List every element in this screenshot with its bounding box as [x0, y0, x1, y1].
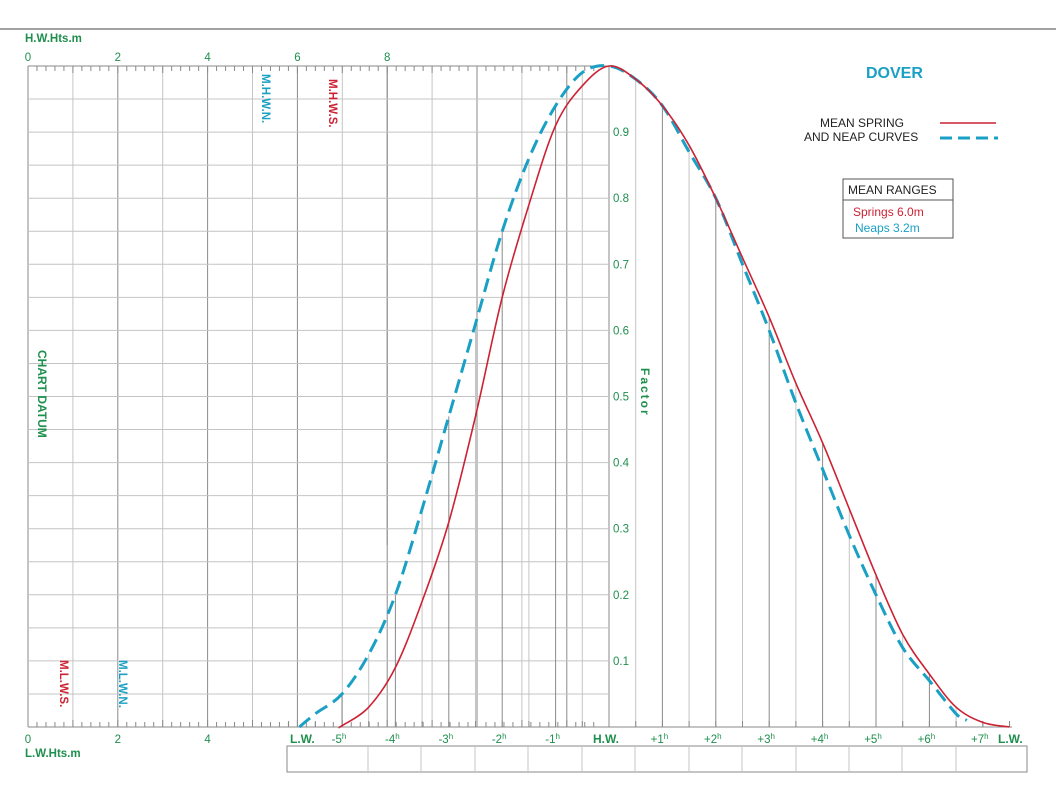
minor-ticks — [27, 66, 595, 727]
time-tick-sup: h — [342, 732, 346, 741]
factor-tick-label: 0.1 — [613, 656, 629, 668]
factor-tick-label: 0.2 — [613, 590, 629, 602]
factor-tick-label: 0.3 — [613, 524, 629, 536]
factor-tick-label: 0.5 — [613, 392, 629, 404]
bottom-axis-tick-label: 2 — [115, 734, 121, 746]
mlws-label: M.L.W.S. — [57, 660, 69, 707]
time-tick-label: +2h — [704, 732, 722, 746]
time-tick-label: -1h — [545, 732, 560, 746]
time-tick-sup: h — [717, 732, 721, 741]
factor-tick-label: 0.7 — [613, 259, 629, 271]
bottom-axis-tick-labels: 0 2 4 — [25, 734, 212, 746]
mean-ranges-heading: MEAN RANGES — [848, 183, 937, 197]
factor-tick-label: 0.4 — [613, 458, 630, 470]
time-tick-sup: h — [771, 732, 775, 741]
time-entry-boxes — [286, 745, 1028, 773]
time-tick-label: +4h — [811, 732, 829, 746]
time-box-frame — [286, 745, 1028, 773]
mhwn-label: M.H.W.N. — [259, 74, 271, 123]
grid-horizontal-lines — [28, 98, 609, 695]
time-axis-tick-labels: -5h -4h -3h -2h -1h +1h +2h +3h +4h +5h +6h +7h — [332, 732, 989, 746]
legend-line-2: AND NEAP CURVES — [804, 130, 918, 144]
hour-drop-lines — [288, 72, 1010, 727]
time-tick-label: +1h — [651, 732, 669, 746]
time-tick-sup: h — [984, 732, 988, 741]
time-tick-sup: h — [395, 732, 399, 741]
top-axis-tick-labels: 0 2 4 6 8 — [25, 52, 391, 64]
mhws-label: M.H.W.S. — [326, 79, 338, 128]
top-axis-tick-label: 4 — [204, 52, 211, 64]
time-tick-label: +6h — [918, 732, 936, 746]
chart-datum-label: CHART DATUM — [35, 350, 49, 438]
spring-curve — [338, 65, 1010, 729]
top-axis-tick-label: 2 — [115, 52, 121, 64]
hw-heights-axis-label: H.W.Hts.m — [25, 33, 82, 45]
top-axis-tick-label: 6 — [294, 52, 300, 64]
bottom-axis-tick-label: 4 — [204, 734, 211, 746]
time-tick-sup: h — [931, 732, 935, 741]
time-tick-label: +7h — [971, 732, 989, 746]
time-tick-label: -5h — [332, 732, 347, 746]
time-tick-label: +3h — [757, 732, 775, 746]
factor-tick-label: 0.9 — [613, 127, 629, 139]
time-tick-sup: h — [877, 732, 881, 741]
time-tick-sup: h — [824, 732, 828, 741]
factor-tick-label: 0.6 — [613, 325, 629, 337]
factor-tick-labels: 0.1 0.2 0.3 0.4 0.5 0.6 0.7 0.8 0.9 — [613, 127, 630, 668]
lw-left-label: L.W. — [290, 732, 315, 746]
time-tick-sup: h — [502, 732, 506, 741]
top-axis-tick-label: 8 — [384, 52, 390, 64]
time-tick-label: -3h — [438, 732, 453, 746]
time-tick-label: -2h — [492, 732, 507, 746]
mean-ranges-springs: Springs 6.0m — [853, 205, 924, 219]
time-tick-sup: h — [664, 732, 668, 741]
legend-line-1: MEAN SPRING — [820, 116, 904, 130]
factor-label: Factor — [638, 368, 652, 417]
lw-heights-axis-label: L.W.Hts.m — [25, 748, 81, 760]
mean-ranges-box — [842, 178, 954, 239]
lw-right-label: L.W. — [998, 732, 1023, 746]
mean-ranges-neaps: Neaps 3.2m — [855, 221, 920, 235]
time-tick-label: -4h — [385, 732, 400, 746]
time-tick-sup: h — [449, 732, 453, 741]
time-tick-label: +5h — [864, 732, 882, 746]
mlwn-label: M.L.W.N. — [116, 660, 128, 708]
bottom-axis-tick-label: 0 — [25, 734, 31, 746]
time-tick-sup: h — [555, 732, 559, 741]
hw-label: H.W. — [593, 732, 619, 746]
top-axis-tick-label: 0 — [25, 52, 31, 64]
chart-title: DOVER — [866, 65, 923, 82]
factor-tick-label: 0.8 — [613, 193, 629, 205]
